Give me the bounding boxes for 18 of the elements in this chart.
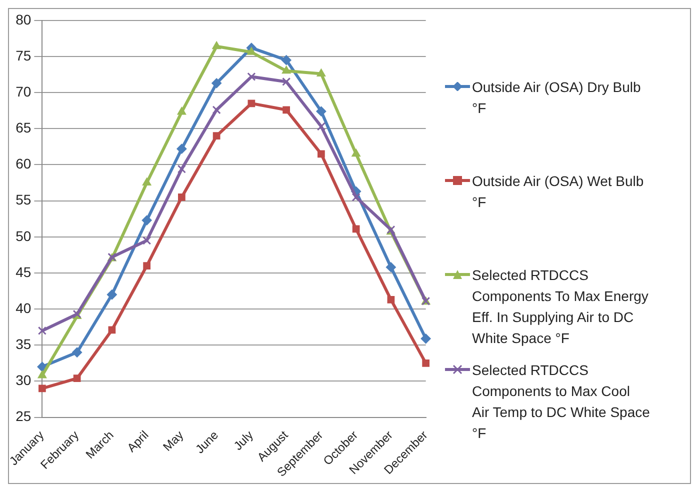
legend-label: Outside Air (OSA) Wet Bulb °F	[472, 172, 645, 212]
y-tick-label: 25	[16, 408, 32, 424]
y-tick-label: 50	[16, 228, 32, 244]
y-tick-label: 75	[16, 47, 32, 64]
y-tick-label: 65	[16, 120, 32, 136]
legend-label: Outside Air (OSA) Dry Bulb °F	[472, 78, 642, 118]
y-tick-label: 40	[16, 300, 32, 316]
x-tick-label: May	[160, 428, 186, 454]
x-tick-label: July	[230, 428, 256, 453]
y-tick-label: 35	[16, 336, 32, 352]
y-tick-label: 45	[16, 264, 32, 280]
legend-label: Selected RTDCCS Components to Max Cool Air Temp to DC White Space °F	[472, 361, 650, 443]
y-tick-label: 55	[16, 192, 32, 208]
y-tick-label: 30	[16, 372, 32, 388]
y-tick-label: 60	[16, 156, 32, 172]
y-tick-label: 80	[16, 11, 32, 28]
legend-label: Selected RTDCCS Components To Max Energy Eff. In Supplying Air to DC White Space °F	[472, 266, 650, 348]
y-tick-label: 70	[16, 83, 32, 100]
